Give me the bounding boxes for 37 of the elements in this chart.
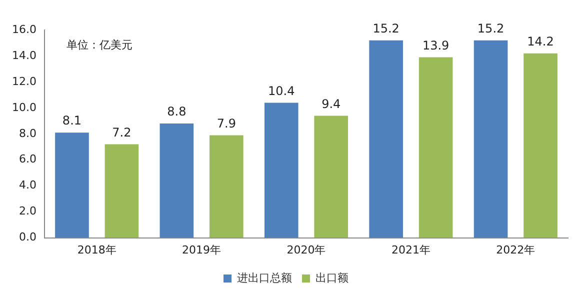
x-tick-label: 2020年 [286, 243, 326, 256]
bar [210, 135, 244, 238]
data-label: 15.2 [372, 22, 400, 36]
y-tick-label: 4.0 [18, 178, 36, 192]
data-label: 14.2 [527, 34, 554, 48]
data-label: 7.9 [216, 116, 236, 130]
data-label: 7.2 [112, 125, 132, 140]
data-label: 9.4 [322, 96, 341, 111]
bar [474, 40, 508, 238]
y-tick-label: 14.0 [12, 48, 36, 62]
data-label: 13.9 [422, 38, 450, 52]
data-label: 15.2 [477, 22, 504, 36]
x-tick-label: 2022年 [496, 243, 536, 256]
bar [104, 144, 139, 238]
bar [264, 102, 298, 238]
y-tick-label: 2.0 [18, 204, 36, 218]
data-label: 10.4 [268, 84, 295, 98]
x-tick-label: 2018年 [77, 243, 116, 256]
y-tick-label: 10.0 [12, 100, 36, 114]
x-tick-label: 2019年 [182, 243, 222, 256]
y-tick-label: 8.0 [18, 126, 36, 140]
y-tick-label: 16.0 [12, 22, 36, 36]
bar [160, 124, 194, 238]
x-tick-label: 2021年 [391, 243, 430, 256]
bar [369, 40, 403, 238]
data-label: 8.8 [167, 104, 186, 119]
y-tick-label: 6.0 [18, 152, 36, 166]
bar [314, 116, 348, 238]
y-tick-label: 12.0 [12, 74, 36, 88]
y-tick-label: 0.0 [18, 230, 36, 244]
data-label: 8.1 [62, 114, 82, 128]
bar [55, 132, 89, 238]
annotation: 单位：亿美元 [66, 38, 132, 52]
bar [524, 53, 558, 238]
bar [418, 57, 453, 238]
legend-label: 出口额 [316, 271, 348, 284]
legend-label: 进出口总额 [237, 271, 292, 284]
